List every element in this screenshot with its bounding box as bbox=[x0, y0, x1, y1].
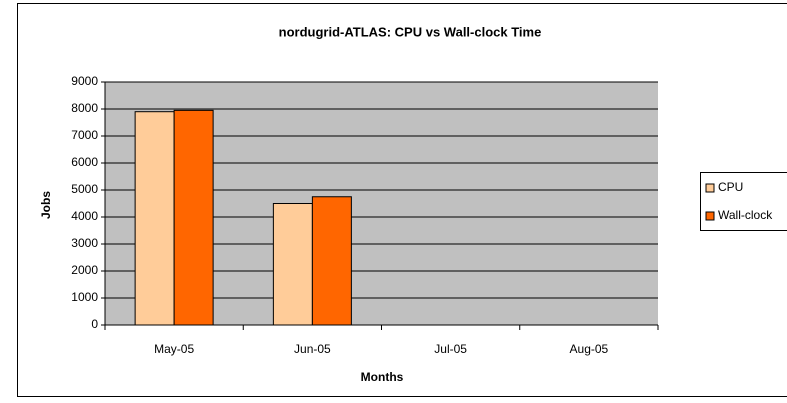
legend-swatch bbox=[705, 183, 715, 193]
bar bbox=[134, 111, 175, 326]
bar bbox=[272, 203, 313, 326]
bar bbox=[173, 109, 214, 326]
legend-swatch bbox=[705, 211, 715, 221]
y-tick-label: 9000 bbox=[71, 74, 98, 88]
x-tick-label: Jun-05 bbox=[294, 342, 331, 356]
y-tick-label: 7000 bbox=[71, 128, 98, 142]
x-tick-label: May-05 bbox=[154, 342, 194, 356]
y-axis-label: Jobs bbox=[39, 191, 53, 219]
y-tick-label: 6000 bbox=[71, 155, 98, 169]
y-tick-label: 0 bbox=[91, 317, 98, 331]
legend-label: CPU bbox=[718, 180, 743, 194]
legend-box bbox=[700, 172, 787, 231]
y-tick-label: 8000 bbox=[71, 101, 98, 115]
legend-label: Wall-clock bbox=[718, 208, 773, 222]
y-tick-label: 3000 bbox=[71, 236, 98, 250]
chart-title: nordugrid-ATLAS: CPU vs Wall-clock Time bbox=[279, 24, 542, 39]
y-tick-label: 2000 bbox=[71, 263, 98, 277]
y-tick-label: 1000 bbox=[71, 290, 98, 304]
y-tick-label: 5000 bbox=[71, 182, 98, 196]
x-tick-label: Jul-05 bbox=[434, 342, 467, 356]
x-axis-label: Months bbox=[361, 370, 404, 384]
x-tick-label: Aug-05 bbox=[570, 342, 609, 356]
bar bbox=[311, 196, 352, 326]
y-tick-label: 4000 bbox=[71, 209, 98, 223]
